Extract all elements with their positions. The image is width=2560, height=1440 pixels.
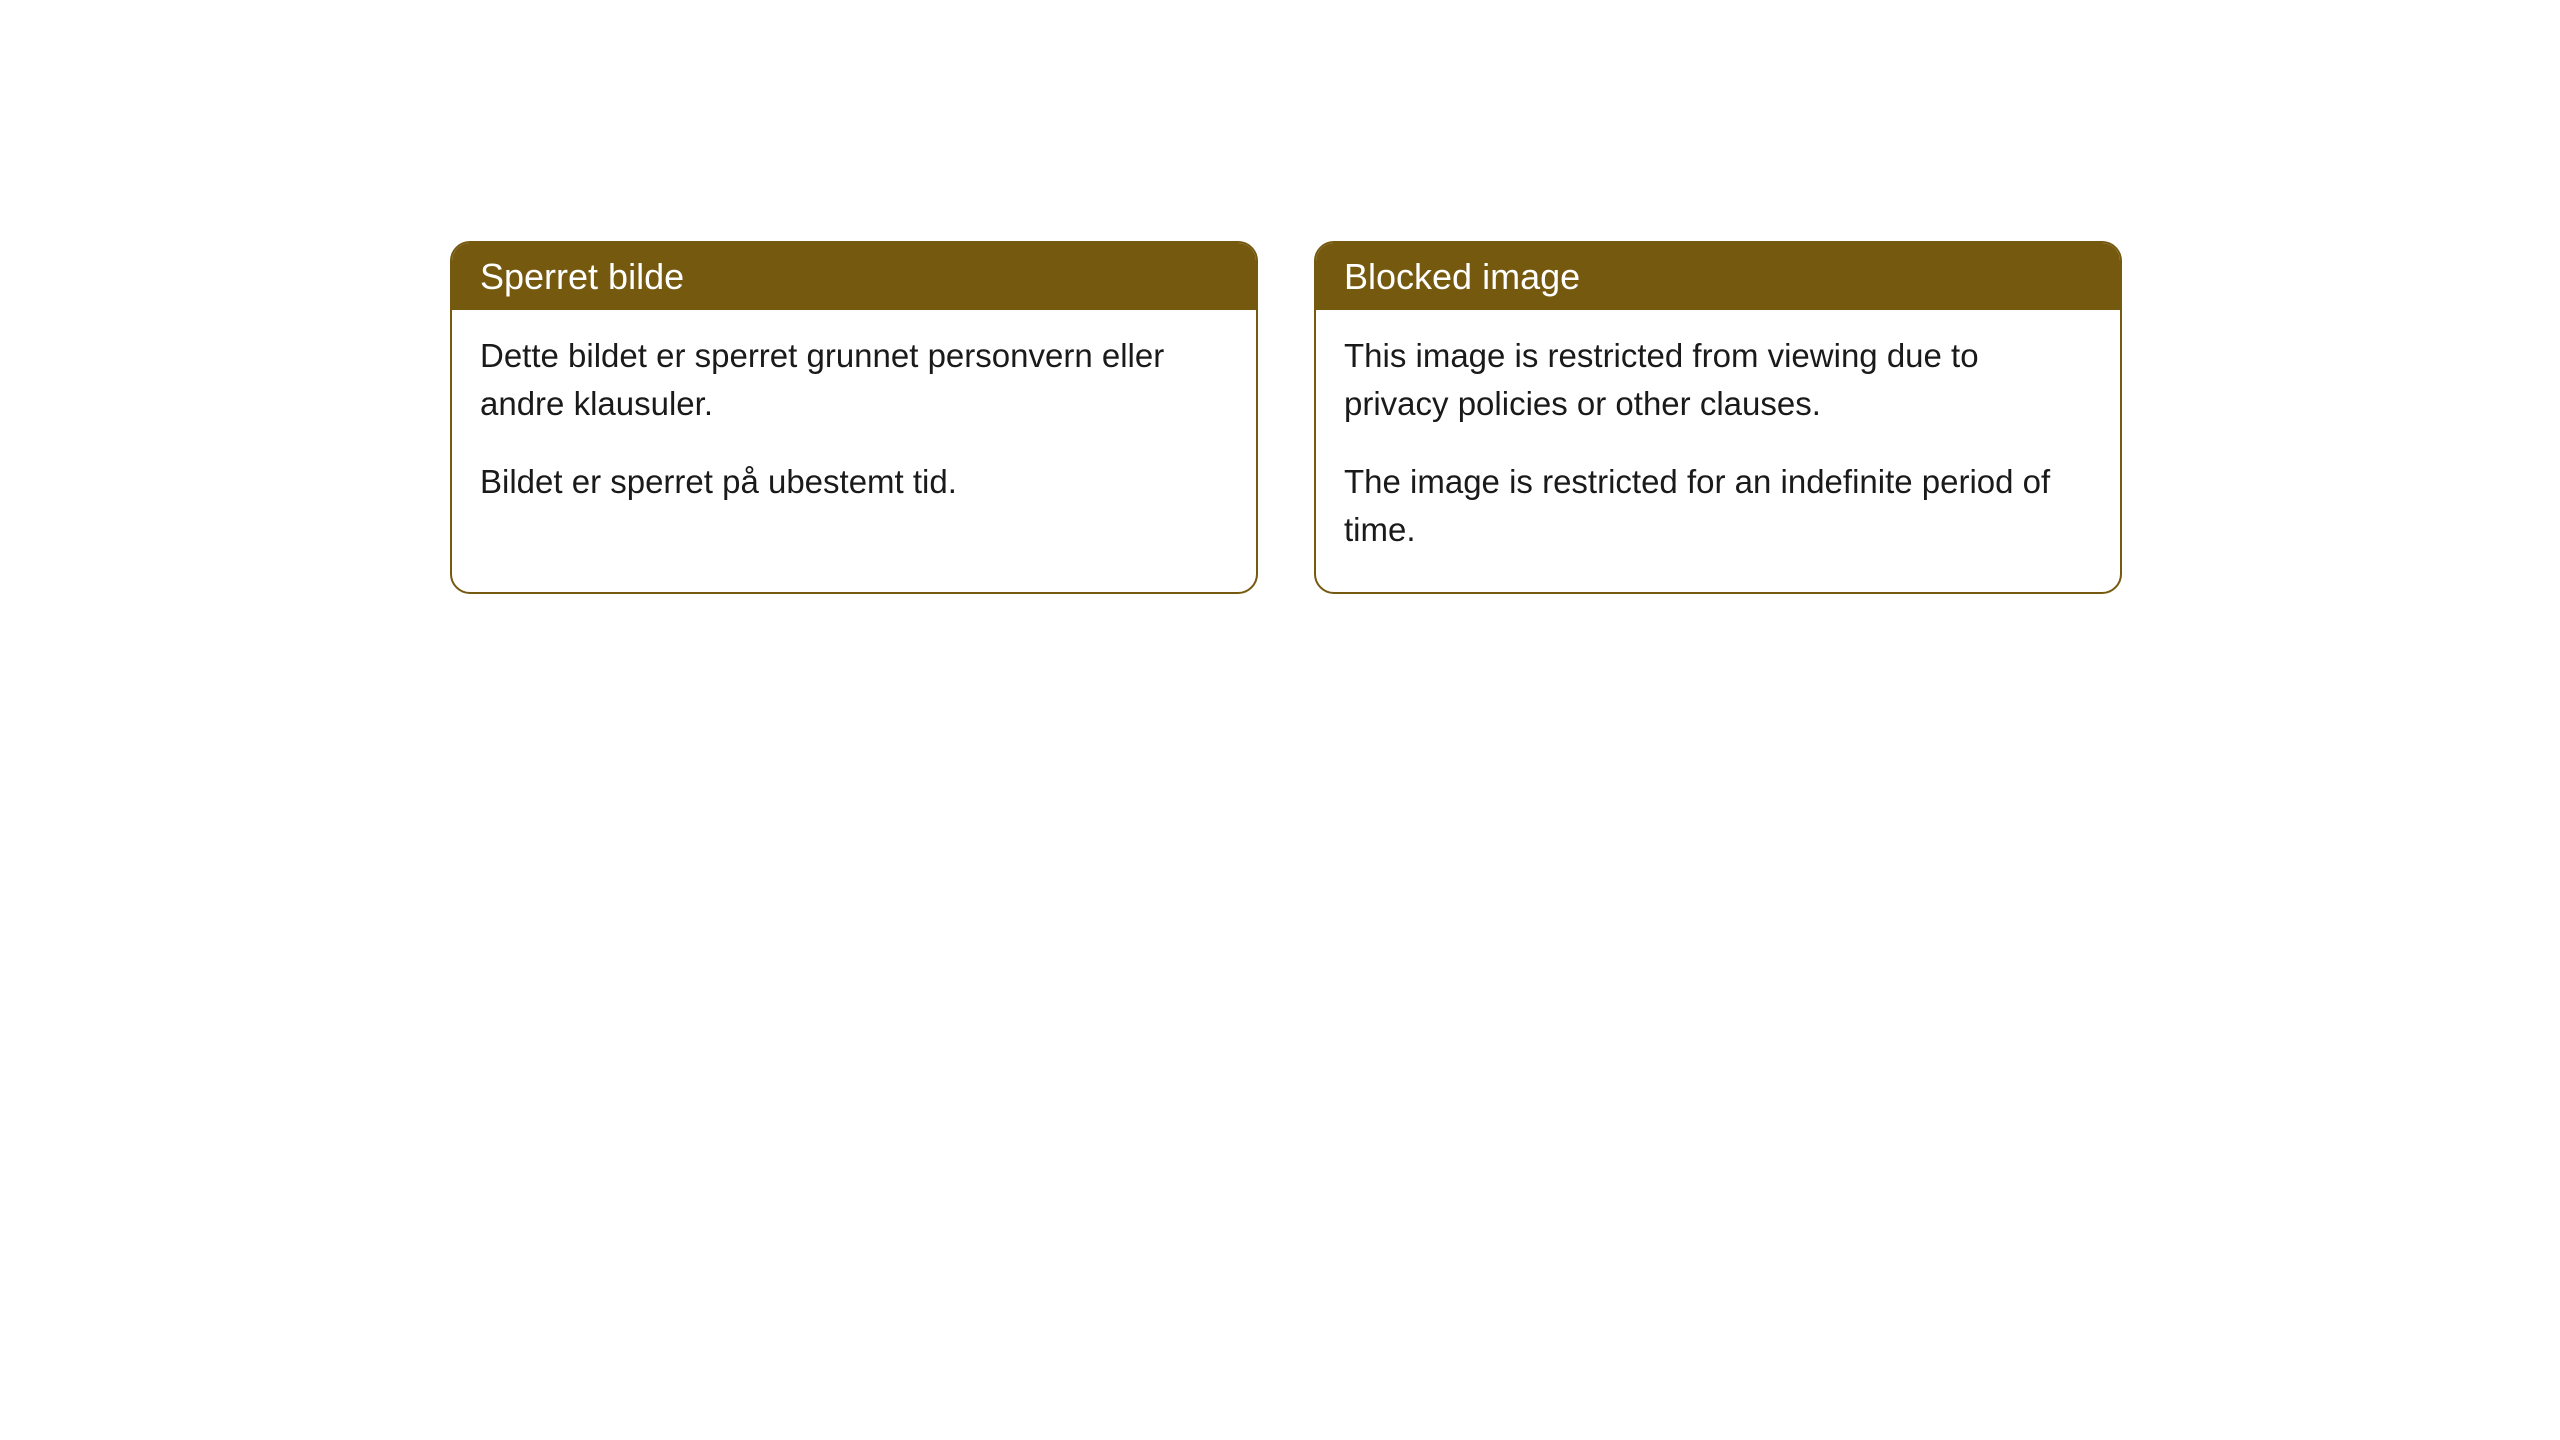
notice-card-body: This image is restricted from viewing du… (1316, 310, 2120, 591)
notice-paragraph: The image is restricted for an indefinit… (1344, 458, 2092, 554)
notice-paragraph: Dette bildet er sperret grunnet personve… (480, 332, 1228, 428)
notice-card-title: Sperret bilde (452, 243, 1256, 310)
notice-card-english: Blocked image This image is restricted f… (1314, 241, 2122, 594)
notice-cards-container: Sperret bilde Dette bildet er sperret gr… (450, 241, 2122, 594)
notice-card-norwegian: Sperret bilde Dette bildet er sperret gr… (450, 241, 1258, 594)
notice-paragraph: This image is restricted from viewing du… (1344, 332, 2092, 428)
notice-paragraph: Bildet er sperret på ubestemt tid. (480, 458, 1228, 506)
notice-card-title: Blocked image (1316, 243, 2120, 310)
notice-card-body: Dette bildet er sperret grunnet personve… (452, 310, 1256, 544)
